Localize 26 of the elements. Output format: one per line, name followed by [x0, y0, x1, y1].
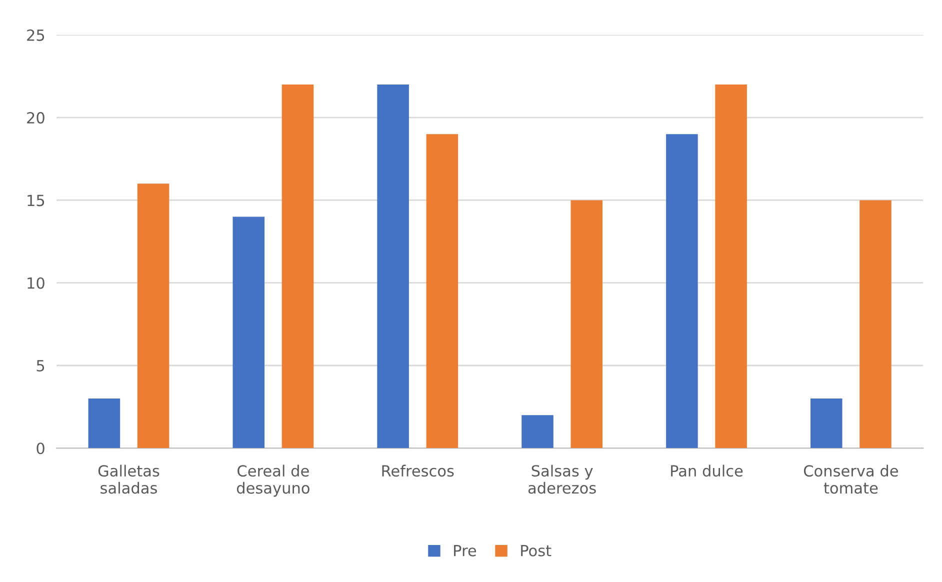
legend-label: Post: [521, 545, 552, 556]
bar: [88, 398, 120, 448]
x-tick-label: Salsas y aderezos: [528, 464, 596, 494]
x-tick-label: Pan dulce: [671, 464, 743, 477]
bar: [715, 84, 747, 448]
x-tick-label: Galletas saladas: [98, 464, 160, 494]
y-tick-label: 20: [27, 112, 44, 124]
bar: [282, 84, 314, 448]
y-tick-label: 25: [27, 29, 44, 41]
y-tick-label: 15: [28, 194, 44, 206]
y-tick-label: 0: [36, 442, 44, 454]
bar: [666, 134, 698, 448]
bar: [810, 398, 842, 448]
bar: [570, 200, 603, 448]
bar: [426, 134, 458, 448]
x-tick-label: Refrescos: [382, 464, 454, 477]
y-tick-label: 5: [36, 360, 44, 372]
bar: [137, 184, 170, 448]
legend-label: Pre: [454, 545, 476, 556]
x-tick-label: Cereal de desayuno: [236, 464, 310, 497]
x-tick-label: Conserva de tomate: [804, 464, 898, 494]
y-tick-label: 10: [28, 277, 44, 289]
bar: [232, 216, 265, 448]
bar: [522, 415, 554, 448]
bar: [860, 200, 892, 448]
bar: [377, 84, 409, 448]
